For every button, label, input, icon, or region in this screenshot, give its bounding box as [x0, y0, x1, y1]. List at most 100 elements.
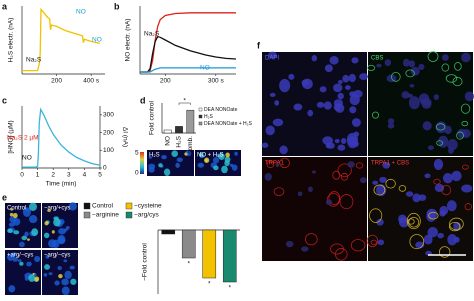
- annotation: NO: [76, 9, 86, 16]
- cell: [344, 85, 351, 91]
- cell: [426, 211, 436, 222]
- cell: [44, 264, 50, 270]
- cell: [442, 172, 453, 184]
- cell: [26, 261, 32, 267]
- cell: [376, 63, 382, 68]
- annotation: *: [187, 261, 190, 268]
- image-label: TRPA1 + CBS: [371, 161, 409, 167]
- cell: [265, 125, 275, 136]
- bar: [202, 229, 217, 279]
- cell: [264, 173, 272, 181]
- panel-letter: f: [257, 40, 261, 50]
- y-axis-label: NO electr. (nA): [125, 19, 132, 62]
- image-label: NO + H₂S: [197, 153, 224, 159]
- cell: [446, 200, 457, 212]
- cell-ring: [369, 208, 383, 223]
- cell-ring: [456, 131, 464, 140]
- cell-ring: [462, 164, 469, 170]
- cell: [359, 177, 367, 184]
- legend-label: −cysteine: [134, 203, 162, 210]
- cell-ring: [435, 123, 446, 131]
- cell: [13, 230, 20, 235]
- cell: [28, 215, 38, 224]
- cell-ring: [370, 239, 377, 246]
- cell: [448, 147, 454, 154]
- cell: [427, 226, 439, 238]
- cell-ring: [371, 111, 380, 119]
- cell: [61, 286, 70, 296]
- cell: [268, 51, 277, 59]
- x-tick-label: 0: [20, 172, 24, 179]
- cell: [176, 157, 183, 163]
- cell: [225, 152, 230, 158]
- cell: [158, 163, 163, 168]
- legend-label: H₂S: [204, 114, 214, 120]
- legend-label: −arginine: [92, 212, 119, 219]
- cell: [204, 157, 210, 163]
- data-line: [22, 7, 100, 72]
- annotation: NO: [200, 65, 210, 72]
- data-line: [140, 67, 236, 73]
- cell: [418, 93, 430, 104]
- x-tick-label: 2: [51, 172, 55, 179]
- cell-ring: [449, 217, 464, 231]
- legend-swatch: [198, 107, 203, 112]
- cell: [451, 170, 462, 182]
- cell: [8, 285, 16, 293]
- cell: [229, 163, 234, 168]
- x-tick-label: comb.: [187, 136, 194, 154]
- cell: [372, 180, 379, 185]
- cell: [11, 252, 17, 257]
- cell: [402, 58, 410, 67]
- cell: [272, 118, 284, 127]
- cell: [405, 191, 414, 197]
- cell: [213, 165, 219, 171]
- cell: [329, 55, 339, 65]
- cell: [418, 194, 427, 201]
- y2-axis-label: ΔI (nA): [121, 127, 128, 147]
- cell: [424, 173, 431, 179]
- cell: [34, 276, 40, 282]
- cell: [28, 202, 37, 212]
- cell: [199, 152, 204, 158]
- legend-swatch: [198, 121, 203, 126]
- cell-ring: [391, 72, 401, 82]
- image-label: DAPI: [265, 56, 279, 62]
- cell: [275, 163, 280, 168]
- y-axis-label: [HNO] (µM): [8, 120, 15, 153]
- cell: [43, 273, 48, 277]
- cell-ring: [445, 74, 458, 83]
- cell: [408, 60, 416, 68]
- cell: [461, 184, 473, 193]
- cell-ring: [279, 157, 290, 169]
- cell: [26, 238, 30, 241]
- cell: [311, 55, 318, 62]
- image-label: −arg/−cys: [44, 253, 70, 259]
- image-label: +arg/−cys: [7, 253, 33, 259]
- legend-swatch: [83, 202, 91, 210]
- cell: [24, 231, 29, 237]
- cell: [19, 241, 25, 248]
- cell: [34, 255, 41, 263]
- x-tick-label: 5: [98, 172, 102, 179]
- cell-ring: [366, 234, 379, 248]
- cell-ring: [408, 216, 420, 228]
- cell: [453, 236, 460, 243]
- cell: [32, 272, 35, 276]
- annotation: NO: [22, 155, 32, 162]
- cell: [342, 74, 350, 83]
- cell: [382, 161, 391, 169]
- cell: [323, 101, 332, 110]
- cell: [61, 278, 69, 286]
- y-axis-label: Fold control: [149, 100, 156, 135]
- cell: [54, 280, 60, 286]
- panel-letter: d: [140, 95, 146, 105]
- legend-label: DEA NONOate: [204, 107, 238, 113]
- color-scale: [140, 152, 144, 174]
- cell: [349, 106, 357, 114]
- cell: [48, 239, 57, 248]
- cell: [163, 168, 171, 176]
- y2-tick-label: 0: [103, 165, 107, 172]
- cell: [387, 123, 395, 129]
